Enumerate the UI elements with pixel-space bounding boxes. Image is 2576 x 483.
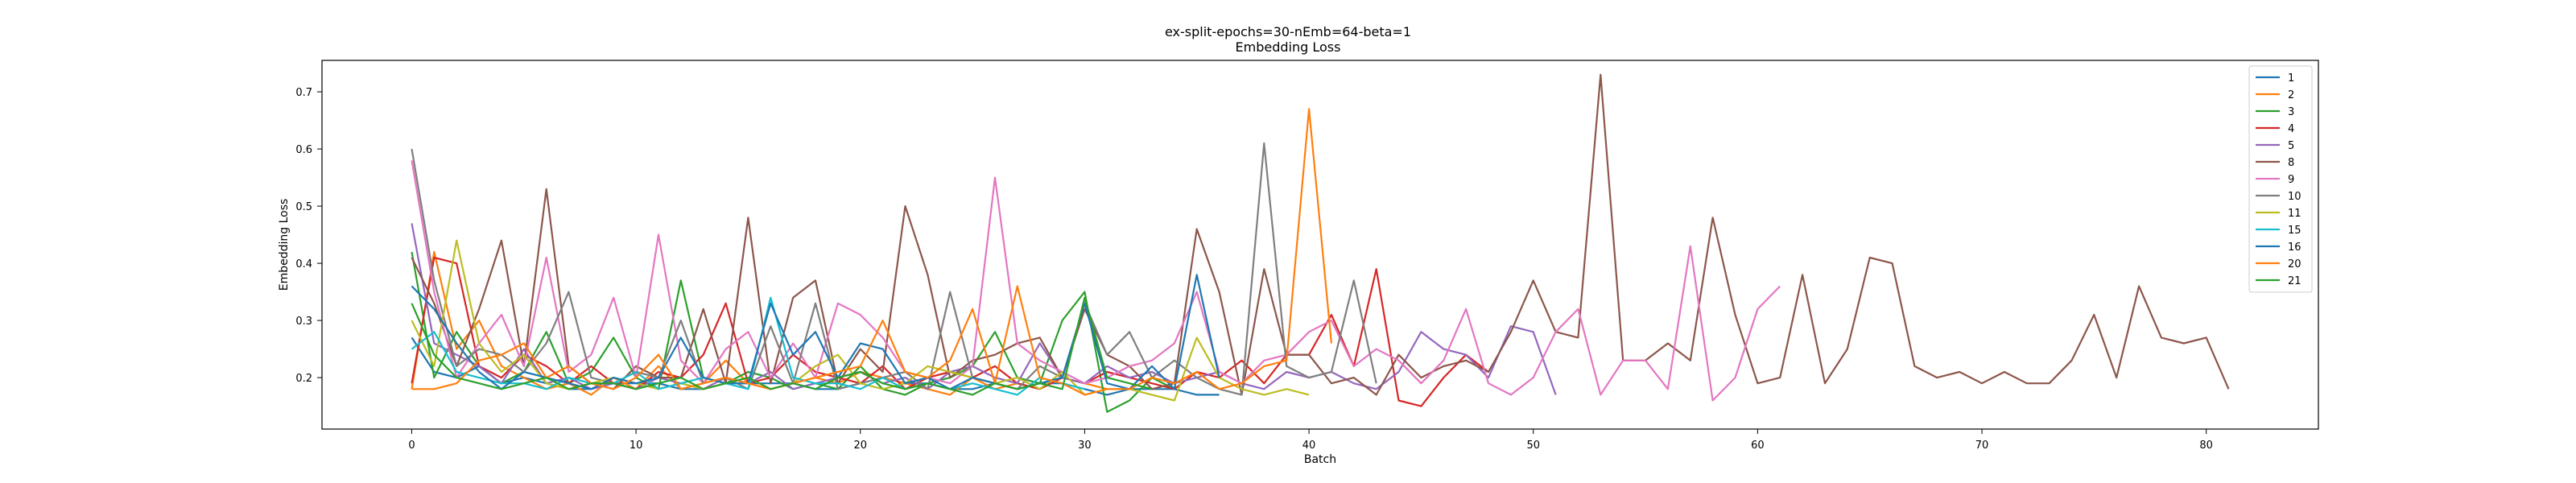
series-line-9 bbox=[411, 160, 1781, 402]
x-tick-label: 30 bbox=[1078, 440, 1092, 452]
series-line-11 bbox=[411, 239, 1310, 402]
legend-label-5: 5 bbox=[2288, 140, 2294, 152]
legend-label-15: 15 bbox=[2288, 225, 2301, 237]
legend-label-10: 10 bbox=[2288, 191, 2301, 203]
series-line-20 bbox=[411, 108, 1332, 396]
x-tick-label: 60 bbox=[1751, 440, 1765, 452]
y-tick-label: 0.3 bbox=[295, 316, 312, 328]
legend-label-21: 21 bbox=[2288, 275, 2301, 287]
y-tick-label: 0.5 bbox=[295, 201, 312, 213]
y-tick-label: 0.6 bbox=[295, 144, 312, 156]
y-tick-label: 0.7 bbox=[295, 87, 312, 99]
y-axis-label: Embedding Loss bbox=[278, 199, 291, 291]
x-axis-label: Batch bbox=[1304, 453, 1336, 466]
y-tick-label: 0.2 bbox=[295, 373, 312, 385]
axis-ticks: 0 10 20 30 40 50 60 70 80 0.2 0.3 0.4 0.5 0.6 0.7 bbox=[295, 87, 2213, 452]
legend-label-16: 16 bbox=[2288, 242, 2301, 254]
legend-label-20: 20 bbox=[2288, 258, 2301, 270]
x-tick-label: 40 bbox=[1302, 440, 1316, 452]
legend: 1 2 3 4 5 8 9 10 11 15 16 20 21 bbox=[2248, 65, 2313, 293]
x-tick-label: 10 bbox=[630, 440, 643, 452]
series-lines bbox=[411, 73, 2230, 413]
x-tick-label: 0 bbox=[408, 440, 415, 452]
legend-label-3: 3 bbox=[2288, 106, 2294, 118]
legend-label-9: 9 bbox=[2288, 174, 2294, 186]
series-line-5 bbox=[411, 223, 1557, 395]
series-line-8 bbox=[411, 73, 2230, 396]
legend-label-1: 1 bbox=[2288, 72, 2294, 85]
legend-box bbox=[2248, 65, 2313, 293]
legend-label-11: 11 bbox=[2288, 208, 2301, 220]
x-tick-label: 70 bbox=[1975, 440, 1989, 452]
plot-frame bbox=[321, 60, 2319, 430]
chart-subtitle: Embedding Loss bbox=[1236, 39, 1341, 55]
legend-label-8: 8 bbox=[2288, 157, 2294, 169]
x-tick-label: 50 bbox=[1526, 440, 1540, 452]
series-line-21 bbox=[411, 296, 1153, 396]
chart-title: ex-split-epochs=30-nEmb=64-beta=1 bbox=[1165, 24, 1411, 39]
y-tick-label: 0.4 bbox=[295, 258, 312, 270]
x-tick-label: 80 bbox=[2199, 440, 2213, 452]
x-tick-label: 20 bbox=[853, 440, 867, 452]
legend-label-4: 4 bbox=[2288, 123, 2294, 135]
legend-label-2: 2 bbox=[2288, 89, 2294, 101]
